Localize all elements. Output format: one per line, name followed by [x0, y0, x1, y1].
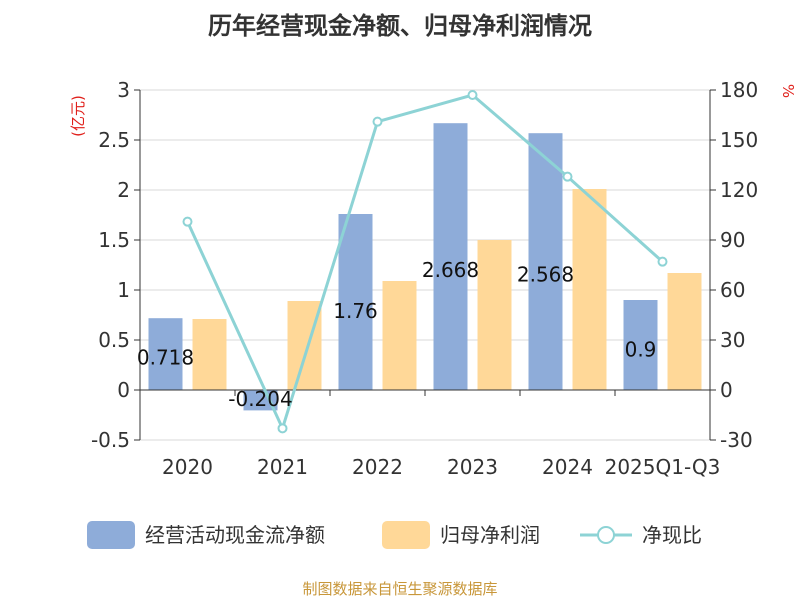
right-axis-tick-label: 0 [720, 378, 733, 402]
left-axis-tick-label: 1 [117, 278, 130, 302]
right-axis-tick-label: 90 [720, 228, 745, 252]
bar-netprofit [192, 319, 227, 390]
ratio-point [277, 423, 288, 434]
bar-data-label: 0.9 [625, 338, 657, 362]
bar-data-label: 2.568 [517, 262, 574, 286]
ratio-point [657, 256, 668, 267]
bar-data-label: 0.718 [137, 346, 194, 370]
bar-cashflow [623, 300, 658, 390]
right-axis-tick-label: 60 [720, 278, 745, 302]
chart-title: 历年经营现金净额、归母净利润情况 [208, 12, 592, 40]
left-axis-tick-label: 1.5 [98, 228, 130, 252]
data-labels: 0.718 -0.204 1.76 2.668 2.568 0.9 [137, 258, 657, 411]
legend-label-netprofit: 归母净利润 [440, 523, 540, 547]
legend-swatch-netprofit [382, 521, 430, 549]
bar-cashflow [148, 318, 183, 390]
left-axis-tick-label: 2 [117, 178, 130, 202]
legend-swatch-cashflow [87, 521, 135, 549]
left-axis-tick-label: 2.5 [98, 128, 130, 152]
right-axis-tick-label: 180 [720, 78, 758, 102]
ratio-point [372, 116, 383, 127]
right-axis-tick-label: 120 [720, 178, 758, 202]
left-axis-tick-label: 0.5 [98, 328, 130, 352]
category-label: 2020 [162, 455, 213, 479]
bar-cashflow [528, 133, 563, 390]
left-axis-tick-label: -0.5 [91, 428, 130, 452]
category-label: 2021 [257, 455, 308, 479]
legend-label-cashflow: 经营活动现金流净额 [145, 523, 325, 547]
bar-data-label: 2.668 [422, 258, 479, 282]
left-axis-unit-label: (亿元) [69, 95, 87, 137]
ratio-line [186, 93, 664, 433]
source-note: 制图数据来自恒生聚源数据库 [302, 580, 497, 598]
axes: -0.5 0 0.5 1 1.5 2 2.5 3 -30 0 30 60 90 120 150 180 2020… [91, 78, 758, 479]
left-axis-tick-label: 3 [117, 78, 130, 102]
category-label: 2025Q1-Q3 [605, 455, 721, 479]
right-axis-tick-label: -30 [720, 428, 753, 452]
category-label: 2023 [447, 455, 498, 479]
bar-netprofit [382, 281, 417, 390]
right-axis-unit-label: % [779, 84, 797, 98]
legend-label-ratio: 净现比 [642, 523, 702, 547]
bar-netprofit [477, 240, 512, 390]
legend: 经营活动现金流净额 归母净利润 净现比 [87, 521, 702, 549]
category-label: 2022 [352, 455, 403, 479]
category-label: 2024 [542, 455, 593, 479]
bar-netprofit [667, 273, 702, 390]
ratio-point [467, 90, 478, 100]
ratio-point [562, 171, 573, 182]
bar-cashflow [433, 123, 468, 390]
legend-swatch-ratio-marker [597, 526, 615, 544]
bars-layer [148, 123, 702, 411]
ratio-point [182, 216, 193, 227]
bar-data-label: 1.76 [333, 299, 378, 323]
bar-cashflow [338, 214, 373, 390]
bar-data-label: -0.204 [228, 387, 292, 411]
bar-cashflow [243, 390, 278, 411]
left-axis-tick-label: 0 [117, 378, 130, 402]
bar-netprofit [572, 189, 607, 390]
ratio-line-layer [182, 90, 668, 434]
right-axis-tick-label: 150 [720, 128, 758, 152]
right-axis-tick-label: 30 [720, 328, 745, 352]
